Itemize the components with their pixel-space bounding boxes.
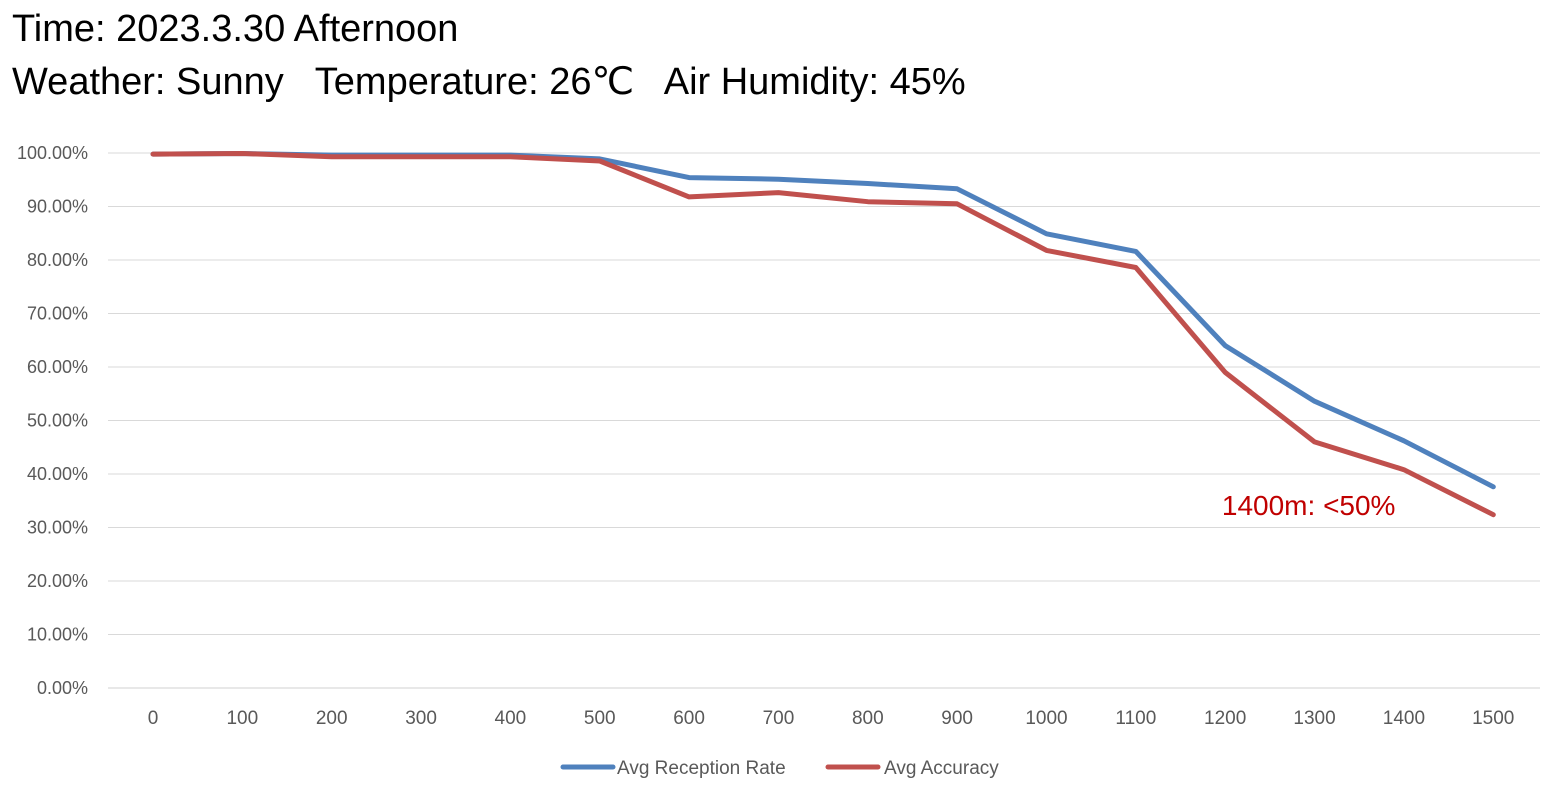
chart-title-time: Time: 2023.3.30 Afternoon <box>12 8 459 50</box>
annotation-label: 1400m: <50% <box>1222 490 1396 521</box>
x-tick-label: 500 <box>584 708 616 729</box>
x-tick-label: 0 <box>148 708 159 729</box>
x-tick-label: 1300 <box>1293 708 1335 729</box>
y-tick-label: 50.00% <box>27 411 88 431</box>
x-tick-label: 1500 <box>1472 708 1514 729</box>
y-tick-label: 70.00% <box>27 304 88 324</box>
series-line-avg-accuracy <box>150 151 1496 518</box>
gridlines <box>108 152 1540 689</box>
x-tick-label: 400 <box>495 708 527 729</box>
x-tick-label: 1200 <box>1204 708 1246 729</box>
legend: Avg Reception Rate Avg Accuracy <box>560 758 999 779</box>
series-lines <box>150 151 1496 518</box>
x-tick-label: 1000 <box>1025 708 1067 729</box>
y-tick-label: 10.00% <box>27 625 88 645</box>
legend-label: Avg Accuracy <box>884 758 999 779</box>
x-tick-label: 200 <box>316 708 348 729</box>
x-tick-label: 300 <box>405 708 437 729</box>
x-tick-label: 1100 <box>1115 708 1156 729</box>
chart-title-conditions: Weather: Sunny Temperature: 26℃ Air Humi… <box>12 61 966 103</box>
y-axis-tick-labels: 0.00% 10.00% 20.00% 30.00% 40.00% 50.00% 60.00… <box>17 143 88 698</box>
y-tick-label: 80.00% <box>27 250 88 270</box>
x-tick-label: 700 <box>763 708 795 729</box>
x-tick-label: 1400 <box>1383 708 1425 729</box>
x-tick-label: 100 <box>226 708 258 729</box>
y-tick-label: 30.00% <box>27 518 88 538</box>
y-tick-label: 90.00% <box>27 197 88 217</box>
y-tick-label: 0.00% <box>37 678 88 698</box>
x-tick-label: 600 <box>673 708 705 729</box>
annotations: 1400m: <50% <box>1222 490 1396 521</box>
x-axis-tick-labels: 0 100 200 300 400 500 600 700 800 900 1000 1100 1200… <box>148 708 1515 729</box>
legend-label: Avg Reception Rate <box>617 758 786 779</box>
y-tick-label: 100.00% <box>17 143 88 163</box>
y-tick-label: 60.00% <box>27 357 88 377</box>
y-tick-label: 40.00% <box>27 464 88 484</box>
x-tick-label: 900 <box>941 708 973 729</box>
series-line-avg-reception-rate <box>150 151 1496 490</box>
y-tick-label: 20.00% <box>27 571 88 591</box>
x-tick-label: 800 <box>852 708 884 729</box>
